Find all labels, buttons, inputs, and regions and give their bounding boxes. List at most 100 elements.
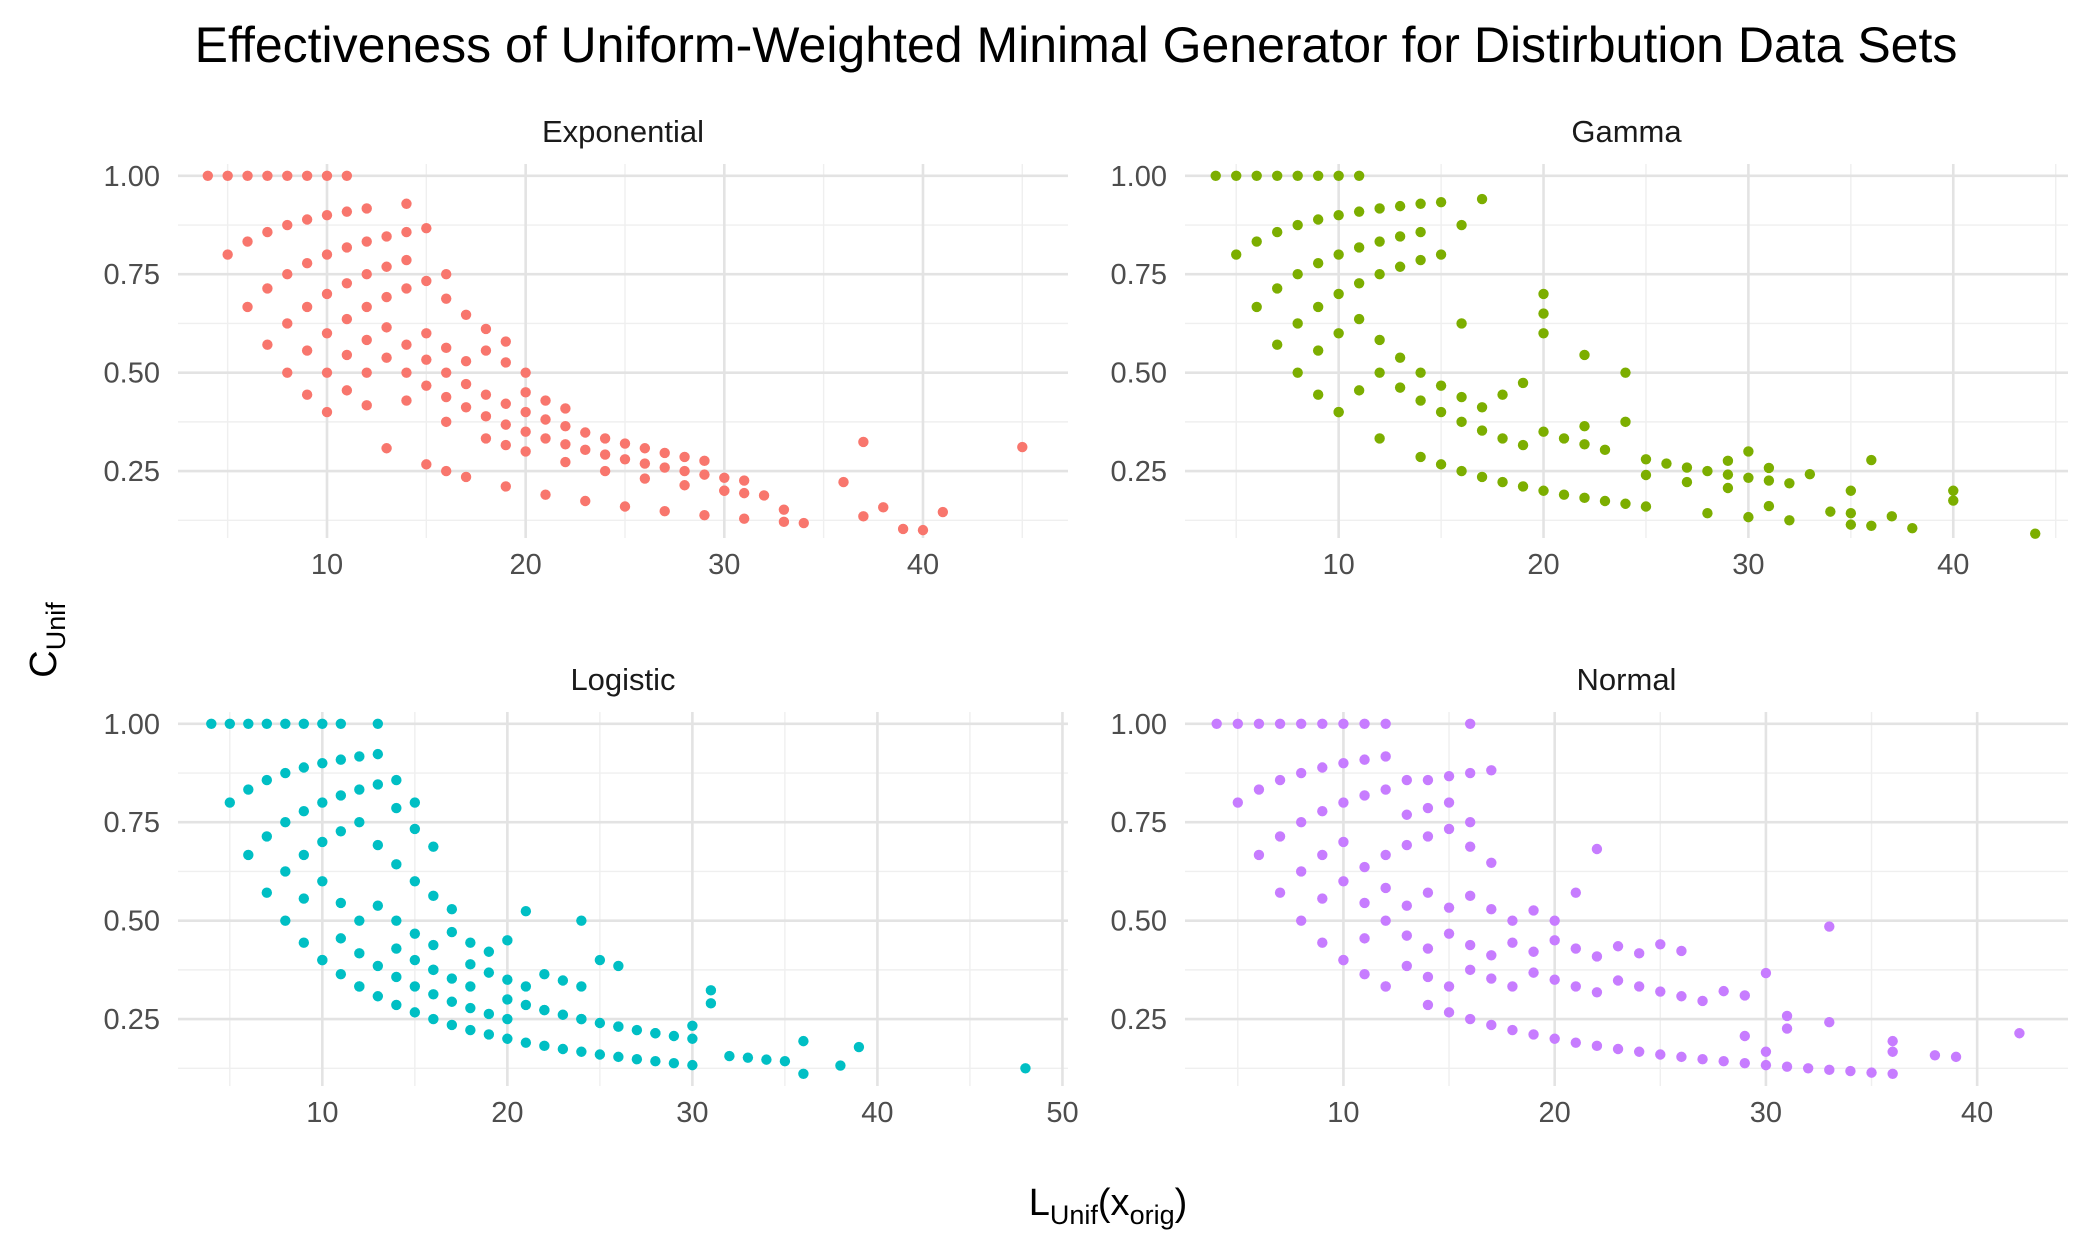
data-point-gamma [2030, 528, 2041, 539]
data-point-exponential [262, 170, 273, 182]
x-tick-label: 10 [1323, 549, 1355, 581]
data-point-normal [1528, 905, 1539, 916]
data-point-exponential [381, 291, 392, 303]
data-point-gamma [1333, 288, 1344, 300]
data-point-exponential [321, 288, 333, 300]
data-point-logistic [557, 975, 569, 986]
data-point-exponential [361, 301, 372, 313]
data-point-normal [1338, 836, 1349, 848]
data-point-normal [1401, 809, 1413, 820]
data-point-normal [1422, 999, 1434, 1011]
data-point-logistic [409, 928, 421, 939]
data-point-exponential [321, 249, 333, 260]
data-point-normal [1612, 1043, 1624, 1055]
data-point-logistic [798, 1068, 809, 1079]
data-point-exponential [341, 242, 353, 253]
data-point-normal [1570, 887, 1582, 898]
data-point-logistic [261, 831, 273, 842]
data-point-normal [1612, 941, 1624, 952]
data-point-normal [1295, 767, 1307, 779]
data-point-logistic [853, 1041, 865, 1053]
data-point-normal [1887, 1035, 1898, 1047]
data-point-normal [1781, 1061, 1793, 1072]
data-point-logistic [298, 718, 310, 730]
data-point-gamma [1476, 471, 1488, 483]
data-point-gamma [1702, 507, 1713, 519]
data-point-logistic [705, 998, 717, 1009]
data-point-gamma [1251, 236, 1262, 247]
data-point-exponential [401, 254, 412, 266]
data-point-gamma [1394, 261, 1406, 272]
data-point-exponential [341, 385, 353, 396]
data-point-logistic [409, 823, 421, 835]
data-point-exponential [361, 269, 372, 280]
data-point-gamma [1743, 446, 1754, 457]
data-point-exponential [301, 389, 313, 400]
data-point-normal [1422, 774, 1434, 786]
data-point-exponential [599, 449, 611, 460]
data-point-gamma [1292, 318, 1303, 329]
data-point-normal [1718, 1055, 1729, 1067]
data-point-gamma [1415, 198, 1426, 209]
data-point-exponential [440, 367, 452, 378]
data-point-gamma [1538, 485, 1549, 496]
data-point-exponential [798, 517, 809, 529]
data-point-logistic [576, 981, 587, 992]
data-point-exponential [401, 395, 412, 406]
data-point-logistic [372, 900, 384, 911]
data-point-exponential [460, 356, 472, 367]
x-tick-label: 50 [1046, 1097, 1078, 1129]
data-point-exponential [341, 278, 353, 289]
data-point-gamma [1722, 469, 1734, 480]
data-point-normal [1464, 890, 1476, 902]
data-point-normal [1486, 1019, 1497, 1031]
data-point-logistic [391, 915, 402, 926]
data-point-logistic [372, 748, 384, 760]
data-point-logistic [687, 1059, 698, 1071]
data-point-gamma [1620, 498, 1631, 509]
data-point-logistic [520, 906, 532, 917]
facet-label-logistic: Logistic [570, 662, 675, 697]
data-point-logistic [668, 1030, 680, 1042]
x-axis-title-paren-close: ) [1175, 1182, 1188, 1224]
data-point-logistic [668, 1057, 680, 1069]
x-tick-label: 40 [1937, 549, 1969, 581]
y-tick-label: 1.00 [1111, 709, 1167, 741]
data-point-exponential [361, 203, 372, 214]
data-point-gamma [1784, 515, 1795, 526]
data-point-exponential [738, 475, 750, 486]
data-point-exponential [560, 420, 571, 432]
data-point-gamma [1271, 283, 1283, 294]
data-point-normal [1359, 861, 1370, 873]
data-point-normal [1528, 967, 1539, 978]
data-point-logistic [446, 973, 458, 984]
y-tick-label: 1.00 [1111, 161, 1167, 193]
data-point-normal [1570, 1037, 1582, 1048]
data-point-logistic [613, 1021, 624, 1032]
data-point-normal [1676, 1051, 1687, 1063]
data-point-normal [1274, 887, 1286, 898]
data-point-exponential [480, 389, 492, 400]
data-point-exponential [659, 462, 670, 473]
data-point-logistic [409, 1007, 421, 1018]
data-point-logistic [335, 826, 347, 837]
data-point-logistic [391, 943, 402, 954]
data-point-exponential [699, 509, 710, 521]
data-point-normal [1232, 797, 1244, 808]
data-point-logistic [576, 1046, 587, 1057]
data-point-logistic [354, 817, 365, 828]
data-point-logistic [631, 1024, 643, 1036]
data-point-normal [1845, 1065, 1856, 1077]
data-point-normal [1317, 806, 1328, 817]
y-axis-title-main: C [23, 650, 65, 677]
data-point-normal [1591, 951, 1603, 962]
data-point-normal [1507, 937, 1518, 948]
data-point-logistic [224, 797, 236, 808]
data-point-normal [1443, 797, 1455, 808]
data-point-exponential [282, 219, 293, 231]
data-point-logistic [502, 974, 513, 985]
data-point-normal [1633, 981, 1645, 992]
data-point-normal [1401, 930, 1413, 941]
data-point-normal [1359, 897, 1370, 909]
data-point-exponential [560, 439, 571, 450]
